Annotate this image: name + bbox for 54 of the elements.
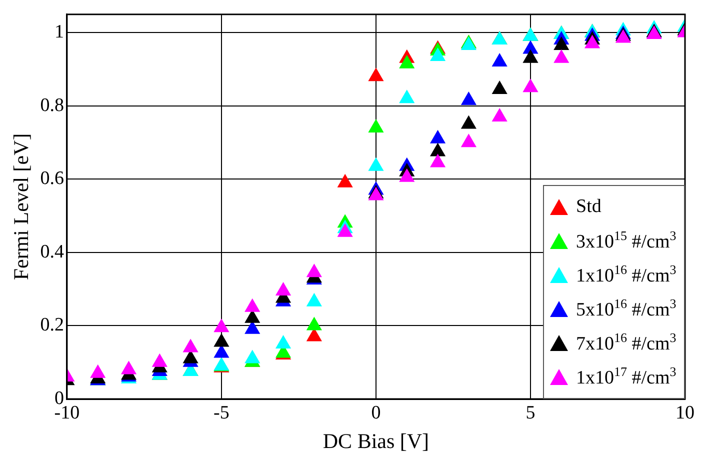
legend-label: 3x10$^{15}$ #/cm$^{3}$ bbox=[576, 228, 676, 254]
y-axis-title: Fermi Level [eV] bbox=[9, 133, 34, 280]
legend-label: 7x10$^{16}$ #/cm$^{3}$ bbox=[576, 330, 676, 356]
point bbox=[430, 154, 446, 168]
point bbox=[399, 54, 415, 68]
point bbox=[337, 174, 353, 188]
point bbox=[182, 338, 198, 352]
y-tick-label: 1 bbox=[54, 22, 64, 43]
y-tick-label: 0 bbox=[54, 388, 64, 409]
point bbox=[522, 49, 538, 63]
point bbox=[522, 78, 538, 92]
legend-label: 5x10$^{16}$ #/cm$^{3}$ bbox=[576, 296, 676, 322]
point bbox=[492, 80, 508, 94]
point bbox=[460, 115, 476, 129]
point bbox=[399, 90, 415, 104]
point bbox=[90, 364, 106, 378]
y-tick-label: 0.4 bbox=[40, 241, 64, 262]
point bbox=[368, 118, 384, 132]
legend-label: Std bbox=[576, 196, 602, 218]
x-tick-label: 5 bbox=[526, 402, 536, 424]
point bbox=[430, 130, 446, 144]
legend-label: 1x10$^{16}$ #/cm$^{3}$ bbox=[576, 262, 676, 288]
point bbox=[275, 282, 292, 296]
point bbox=[214, 318, 230, 332]
point bbox=[554, 36, 570, 50]
y-tick-label: 0.6 bbox=[40, 168, 64, 190]
point bbox=[306, 292, 322, 306]
point bbox=[584, 34, 600, 48]
x-tick-label: 0 bbox=[371, 402, 381, 424]
point bbox=[399, 168, 415, 182]
x-axis-title: DC Bias [V] bbox=[322, 428, 430, 453]
point bbox=[152, 353, 168, 367]
point bbox=[430, 142, 446, 156]
point bbox=[275, 335, 292, 349]
point bbox=[337, 223, 353, 237]
point bbox=[214, 333, 230, 347]
point bbox=[368, 157, 384, 171]
point bbox=[306, 264, 322, 278]
point bbox=[492, 53, 508, 67]
y-tick-label: 0.8 bbox=[40, 94, 64, 116]
point bbox=[554, 49, 570, 63]
y-tick-label: 0.2 bbox=[40, 314, 64, 336]
point bbox=[244, 350, 260, 364]
point bbox=[120, 360, 137, 374]
x-tick-label: -5 bbox=[214, 402, 230, 424]
point bbox=[460, 91, 476, 105]
point bbox=[460, 134, 476, 148]
point bbox=[430, 48, 446, 62]
legend-label: 1x10$^{17}$ #/cm$^{3}$ bbox=[576, 364, 676, 390]
point bbox=[492, 108, 508, 122]
x-tick-label: 10 bbox=[676, 402, 694, 424]
point bbox=[244, 298, 260, 312]
point bbox=[306, 316, 322, 330]
point bbox=[368, 68, 384, 82]
